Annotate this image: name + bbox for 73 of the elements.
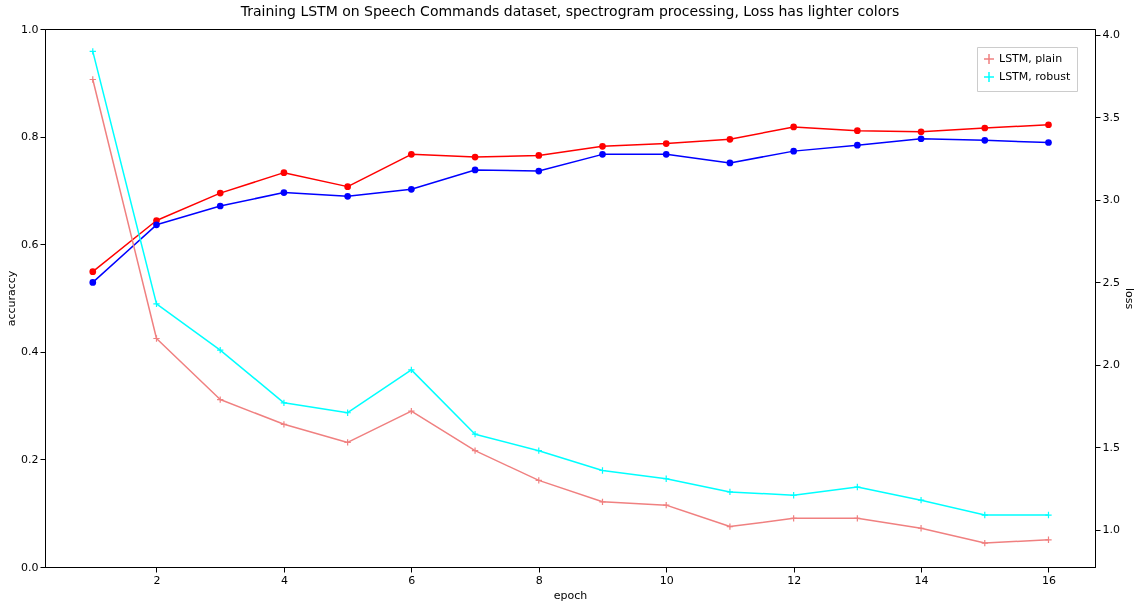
point [599,142,606,150]
point [535,152,543,159]
point [408,151,415,158]
chart-title: Training LSTM on Speech Commands dataset, spectrogram processing, Loss has lighter colors [239,3,900,19]
point [407,407,416,415]
legend-label: LSTM, plain [999,52,1063,65]
point [917,524,925,532]
y2-tick-label: 2.0 [1102,358,1120,372]
x-axis-title: epoch [553,588,588,602]
y2-tick-label: 1.0 [1102,523,1120,537]
x-tick-label: 14 [914,573,929,587]
y2-tick-label: 2.5 [1102,275,1120,289]
point [662,501,670,509]
y-tick-label: 0.4 [21,345,39,359]
point [917,135,925,143]
point [853,141,861,149]
y2-tick-label: 3.0 [1102,193,1120,207]
point [726,488,734,496]
x-tick-label: 10 [659,573,674,587]
x-tick-label: 6 [408,573,416,587]
point [535,167,543,175]
point [471,430,479,438]
point [726,159,734,167]
point [89,268,97,275]
y-tick-label: 0.8 [21,130,39,144]
point [471,446,479,455]
y-axis-title: accuraccy [5,270,19,327]
point [662,151,670,158]
y-tick-label: 0.2 [21,452,39,466]
point [981,124,989,132]
point [216,346,224,354]
y-tick-label: 0.0 [21,560,39,574]
x-tick-label: 12 [787,573,802,587]
point [280,399,288,407]
point [471,153,479,161]
point [790,123,797,131]
point [853,127,861,135]
point [216,189,224,197]
point [1045,139,1052,146]
point [917,128,925,136]
y2-tick-label: 3.5 [1102,110,1120,124]
point [344,183,351,190]
point [471,166,479,174]
x-tick-label: 16 [1041,573,1056,587]
point [981,137,989,144]
x-tick-label: 2 [153,573,161,587]
y-tick-label: 1.0 [21,22,39,36]
point [280,169,288,176]
point [662,140,670,147]
y-tick-label: 0.6 [21,237,39,251]
point [153,221,160,229]
point [853,483,862,491]
point [408,185,415,193]
y2-tick-label: 1.5 [1102,440,1120,454]
point [599,151,606,158]
x-tick-label: 8 [535,573,543,587]
legend-label: LSTM, robust [999,70,1072,83]
point [216,202,224,210]
point [726,135,734,143]
point [917,496,925,504]
point [89,279,97,286]
x-tick-label: 4 [280,573,288,587]
point [280,420,288,429]
y2-tick-label: 4.0 [1102,28,1120,42]
point [344,192,351,200]
point [152,300,161,308]
point [790,147,797,155]
point [280,189,288,196]
y2-axis-title: loss [1122,287,1136,310]
point [981,539,989,547]
point [981,511,989,519]
point [726,522,734,531]
point [1045,121,1052,129]
